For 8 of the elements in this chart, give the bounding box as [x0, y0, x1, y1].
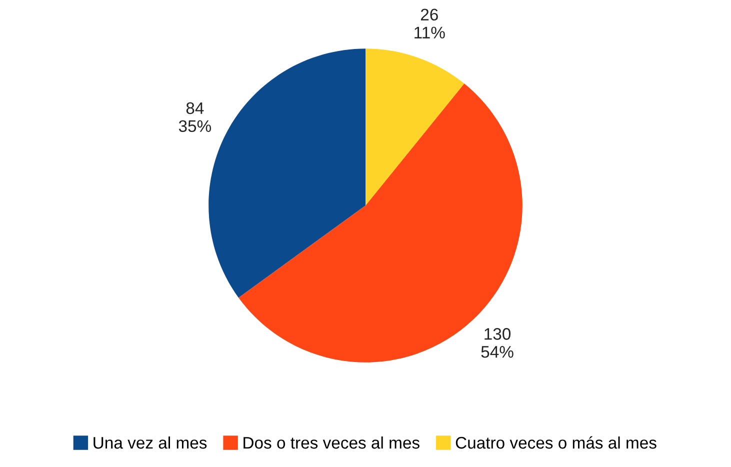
- legend-label: Cuatro veces o más al mes: [456, 436, 656, 449]
- data-label: 130 54%: [481, 328, 514, 358]
- pie-slice: [238, 84, 522, 362]
- legend-label: Una vez al mes: [94, 436, 207, 449]
- pie-slice: [366, 48, 464, 206]
- data-label: 26 11%: [414, 8, 445, 38]
- legend-label: Dos o tres veces al mes: [244, 436, 420, 449]
- data-label: 84 35%: [178, 102, 212, 132]
